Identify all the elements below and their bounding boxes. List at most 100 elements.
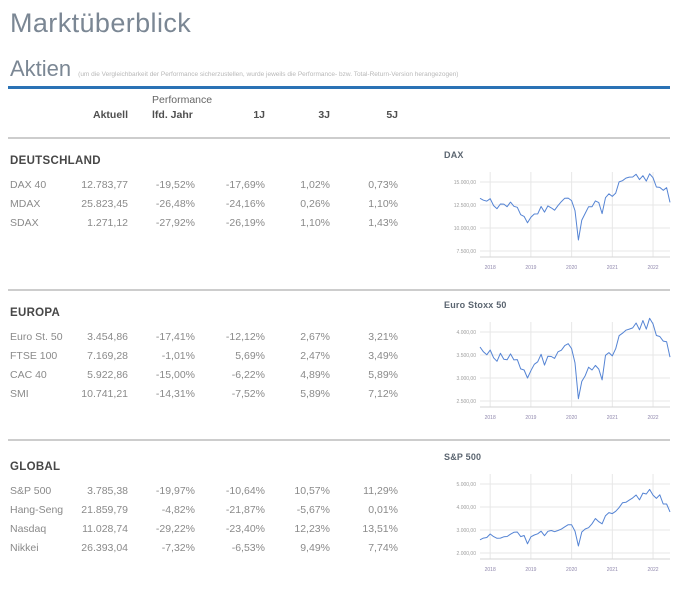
value-cell: -17,41% bbox=[155, 330, 195, 343]
value-cell: 7,12% bbox=[368, 387, 398, 400]
svg-text:2020: 2020 bbox=[566, 265, 577, 271]
accent-rule bbox=[8, 86, 670, 89]
svg-text:2.500,00: 2.500,00 bbox=[457, 399, 477, 405]
value-cell: -14,31% bbox=[155, 387, 195, 400]
svg-text:2018: 2018 bbox=[485, 415, 496, 421]
line-chart-svg: 2018 2019 2020 2021 2022 7.500,00 10.000,00 12.… bbox=[454, 172, 671, 271]
value-cell: -5,67% bbox=[296, 503, 330, 516]
dax-chart-widget: DAX 2018 2019 2020 2021 2022 7.500,00 10.000,0… bbox=[444, 150, 674, 273]
table-row: FTSE 100 7.169,28 -1,01% 5,69% 2,47% 3,49% bbox=[10, 346, 400, 365]
section-deutschland: DEUTSCHLAND DAX 40 12.783,77 -19,52% -17,69… bbox=[10, 155, 400, 232]
svg-text:2021: 2021 bbox=[607, 265, 618, 271]
index-name-cell: FTSE 100 bbox=[10, 349, 58, 362]
svg-text:2022: 2022 bbox=[647, 265, 658, 271]
value-cell: 0,01% bbox=[368, 503, 398, 516]
table-row: CAC 40 5.922,86 -15,00% -6,22% 4,89% 5,89% bbox=[10, 365, 400, 384]
index-name-cell: Euro St. 50 bbox=[10, 330, 63, 343]
value-cell: 21.859,79 bbox=[81, 503, 128, 516]
value-cell: 1.271,12 bbox=[87, 216, 128, 229]
svg-text:5.000,00: 5.000,00 bbox=[457, 482, 477, 488]
column-header-aktuell: Aktuell bbox=[92, 109, 128, 121]
svg-text:4.000,00: 4.000,00 bbox=[457, 505, 477, 511]
value-cell: 12,23% bbox=[294, 522, 330, 535]
value-cell: -23,40% bbox=[225, 522, 265, 535]
value-cell: 2,67% bbox=[300, 330, 330, 343]
value-cell: -19,52% bbox=[155, 178, 195, 191]
value-cell: 4,89% bbox=[300, 368, 330, 381]
table-row: S&P 500 3.785,38 -19,97% -10,64% 10,57% 11,29… bbox=[10, 481, 400, 500]
value-cell: 0,26% bbox=[300, 197, 330, 210]
line-chart-svg: 2018 2019 2020 2021 2022 2.000,00 3.000,00 4.00… bbox=[457, 474, 671, 573]
value-cell: 5,89% bbox=[368, 368, 398, 381]
table-row: Euro St. 50 3.454,86 -17,41% -12,12% 2,67% 3,… bbox=[10, 327, 400, 346]
value-cell: -10,64% bbox=[225, 484, 265, 497]
aktien-heading-row: Aktien (um die Vergleichbarkeit der Perfo… bbox=[10, 56, 458, 82]
value-cell: 13,51% bbox=[362, 522, 398, 535]
value-cell: -7,32% bbox=[161, 541, 195, 554]
table-row: Nasdaq 11.028,74 -29,22% -23,40% 12,23% 13,51… bbox=[10, 519, 400, 538]
chart-series-line bbox=[479, 488, 671, 547]
value-cell: 3.454,86 bbox=[87, 330, 128, 343]
column-header-index bbox=[10, 109, 80, 121]
value-cell: 3,49% bbox=[368, 349, 398, 362]
value-cell: 1,43% bbox=[368, 216, 398, 229]
value-cell: 0,73% bbox=[368, 178, 398, 191]
index-name-cell: SMI bbox=[10, 387, 29, 400]
sp500-line-chart: 2018 2019 2020 2021 2022 2.000,00 3.000,00 4.00… bbox=[444, 469, 674, 575]
table-row: Hang-Seng 21.859,79 -4,82% -21,87% -5,67% 0,0… bbox=[10, 500, 400, 519]
value-cell: 3,21% bbox=[368, 330, 398, 343]
section-heading: DEUTSCHLAND bbox=[10, 155, 101, 167]
value-cell: -12,12% bbox=[225, 330, 265, 343]
index-name-cell: SDAX bbox=[10, 216, 39, 229]
value-cell: -24,16% bbox=[225, 197, 265, 210]
svg-text:2020: 2020 bbox=[566, 415, 577, 421]
header-divider bbox=[8, 137, 670, 139]
euro-stoxx-50-chart-widget: Euro Stoxx 50 2018 2019 2020 2021 2022 2.500,… bbox=[444, 300, 674, 423]
value-cell: 10.741,21 bbox=[81, 387, 128, 400]
value-cell: -15,00% bbox=[155, 368, 195, 381]
svg-text:2.000,00: 2.000,00 bbox=[457, 551, 477, 557]
value-cell: -19,97% bbox=[155, 484, 195, 497]
svg-text:3.500,00: 3.500,00 bbox=[457, 353, 477, 359]
value-cell: 1,02% bbox=[300, 178, 330, 191]
svg-text:2019: 2019 bbox=[525, 415, 536, 421]
column-header-3j: 3J bbox=[318, 109, 330, 121]
section-rows: Euro St. 50 3.454,86 -17,41% -12,12% 2,67% 3,… bbox=[10, 327, 400, 403]
value-cell: 25.823,45 bbox=[81, 197, 128, 210]
value-cell: -21,87% bbox=[225, 503, 265, 516]
section-heading: GLOBAL bbox=[10, 461, 61, 473]
svg-text:2022: 2022 bbox=[647, 415, 658, 421]
svg-text:10.000,00: 10.000,00 bbox=[454, 226, 476, 232]
table-header: Performance Aktuell lfd. Jahr 1J 3J 5J bbox=[10, 94, 400, 121]
svg-text:3.000,00: 3.000,00 bbox=[457, 528, 477, 534]
section-heading: EUROPA bbox=[10, 307, 61, 319]
index-name-cell: Nikkei bbox=[10, 541, 39, 554]
index-name-cell: Hang-Seng bbox=[10, 503, 64, 516]
table-row: MDAX 25.823,45 -26,48% -24,16% 0,26% 1,10% bbox=[10, 194, 400, 213]
aktien-section-title: Aktien bbox=[10, 56, 72, 81]
svg-text:3.000,00: 3.000,00 bbox=[457, 376, 477, 382]
section-divider bbox=[8, 289, 670, 291]
section-rows: DAX 40 12.783,77 -19,52% -17,69% 1,02% 0,73% M… bbox=[10, 175, 400, 232]
chart-series-line bbox=[479, 317, 671, 400]
index-name-cell: MDAX bbox=[10, 197, 41, 210]
table-row: SMI 10.741,21 -14,31% -7,52% 5,89% 7,12% bbox=[10, 384, 400, 403]
svg-text:2018: 2018 bbox=[485, 567, 496, 573]
value-cell: -7,52% bbox=[231, 387, 265, 400]
page-title: Marktüberblick bbox=[10, 8, 192, 38]
chart-title: DAX bbox=[444, 150, 464, 160]
svg-text:2021: 2021 bbox=[607, 415, 618, 421]
svg-text:2019: 2019 bbox=[525, 265, 536, 271]
value-cell: -6,22% bbox=[231, 368, 265, 381]
value-cell: 5,69% bbox=[235, 349, 265, 362]
value-cell: -29,22% bbox=[155, 522, 195, 535]
sp500-chart-widget: S&P 500 2018 2019 2020 2021 2022 2.000,00 3.00… bbox=[444, 452, 674, 575]
svg-text:2019: 2019 bbox=[525, 567, 536, 573]
chart-title: S&P 500 bbox=[444, 452, 482, 462]
value-cell: -17,69% bbox=[225, 178, 265, 191]
value-cell: 5,89% bbox=[300, 387, 330, 400]
index-name-cell: Nasdaq bbox=[10, 522, 47, 535]
value-cell: 7,74% bbox=[368, 541, 398, 554]
value-cell: 12.783,77 bbox=[81, 178, 128, 191]
svg-text:7.500,00: 7.500,00 bbox=[457, 249, 477, 255]
